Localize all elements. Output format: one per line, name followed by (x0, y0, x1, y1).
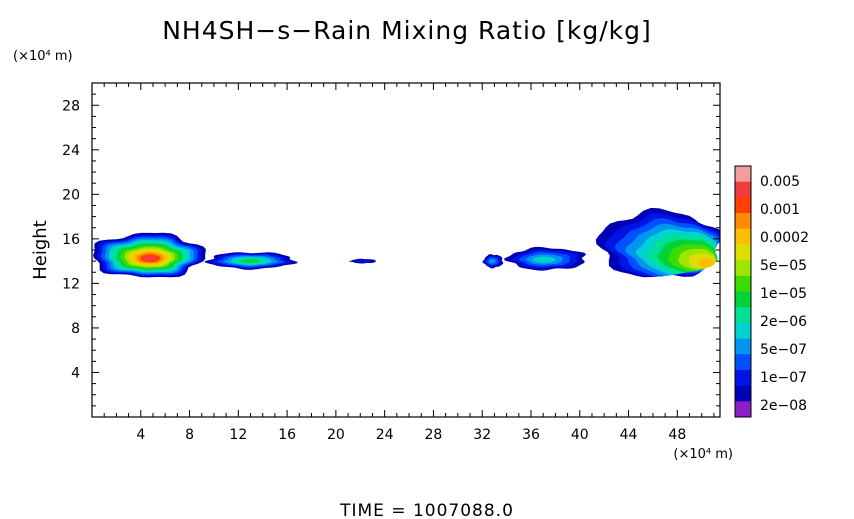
colorbar-swatch (735, 181, 751, 198)
colorbar (734, 165, 752, 418)
x-tick-label: 28 (425, 427, 443, 443)
colorbar-swatch (735, 338, 751, 355)
cloud-contour (241, 259, 260, 263)
y-tick-label: 4 (71, 365, 80, 381)
x-tick-label: 20 (327, 427, 345, 443)
x-axis-unit: (×10⁴ m) (673, 447, 733, 462)
colorbar-swatch (735, 275, 751, 292)
y-tick-label: 12 (62, 276, 80, 292)
cloud-contour (488, 258, 496, 264)
colorbar-swatch (735, 291, 751, 308)
tick-marks (92, 83, 720, 417)
colorbar-swatch (735, 385, 751, 402)
colorbar-label: 1e−05 (760, 286, 807, 302)
colorbar-swatch (735, 322, 751, 339)
colorbar-labels: 0.005 0.001 0.0002 5e−05 1e−05 2e−06 5e−07 1e−0… (760, 174, 809, 414)
colorbar-label: 2e−08 (760, 398, 807, 414)
colorbar-swatch (735, 244, 751, 261)
colorbar-swatch (735, 307, 751, 324)
y-axis-label: Height (30, 220, 51, 280)
y-tick-label: 16 (62, 232, 80, 248)
x-tick-label: 24 (376, 427, 394, 443)
x-tick-label: 40 (571, 427, 589, 443)
chart-title: NH4SH−s−Rain Mixing Ratio [kg/kg] (162, 16, 652, 45)
colorbar-swatch (735, 213, 751, 230)
colorbar-label: 2e−06 (760, 314, 807, 330)
y-tick-label: 28 (62, 98, 80, 114)
colorbar-swatch (735, 354, 751, 371)
colorbar-label: 0.001 (760, 202, 800, 218)
x-tick-label: 4 (136, 427, 145, 443)
colorbar-swatch (735, 401, 751, 418)
cloud-contour (354, 259, 371, 263)
x-tick-label: 8 (185, 427, 194, 443)
x-tick-label: 44 (620, 427, 638, 443)
x-tick-label: 12 (229, 427, 247, 443)
y-axis-unit: (×10⁴ m) (13, 49, 73, 64)
x-tick-labels: 4 8 12 16 20 24 28 32 36 40 44 48 (136, 427, 686, 443)
colorbar-swatch (735, 260, 751, 277)
colorbar-label: 1e−07 (760, 370, 807, 386)
cloud-contour (144, 256, 157, 261)
y-tick-label: 8 (71, 321, 80, 337)
cloud-contour (532, 256, 556, 263)
colorbar-swatch (735, 197, 751, 214)
x-tick-label: 32 (473, 427, 491, 443)
cloud-contour (698, 258, 715, 268)
x-tick-label: 36 (522, 427, 540, 443)
y-tick-labels: 4 8 12 16 20 24 28 (62, 98, 80, 381)
colorbar-swatch (735, 166, 751, 183)
y-tick-label: 24 (62, 143, 80, 159)
x-tick-label: 48 (668, 427, 686, 443)
colorbar-label: 0.005 (760, 174, 800, 190)
time-label: TIME = 1007088.0 (339, 501, 514, 519)
colorbar-swatch (735, 228, 751, 245)
colorbar-frame (734, 165, 752, 418)
colorbar-swatch (735, 369, 751, 387)
x-tick-label: 16 (278, 427, 296, 443)
y-tick-label: 20 (62, 187, 80, 203)
colorbar-label: 0.0002 (760, 230, 809, 246)
colorbar-label: 5e−05 (760, 258, 807, 274)
cloud-field (93, 207, 720, 278)
colorbar-label: 5e−07 (760, 342, 807, 358)
